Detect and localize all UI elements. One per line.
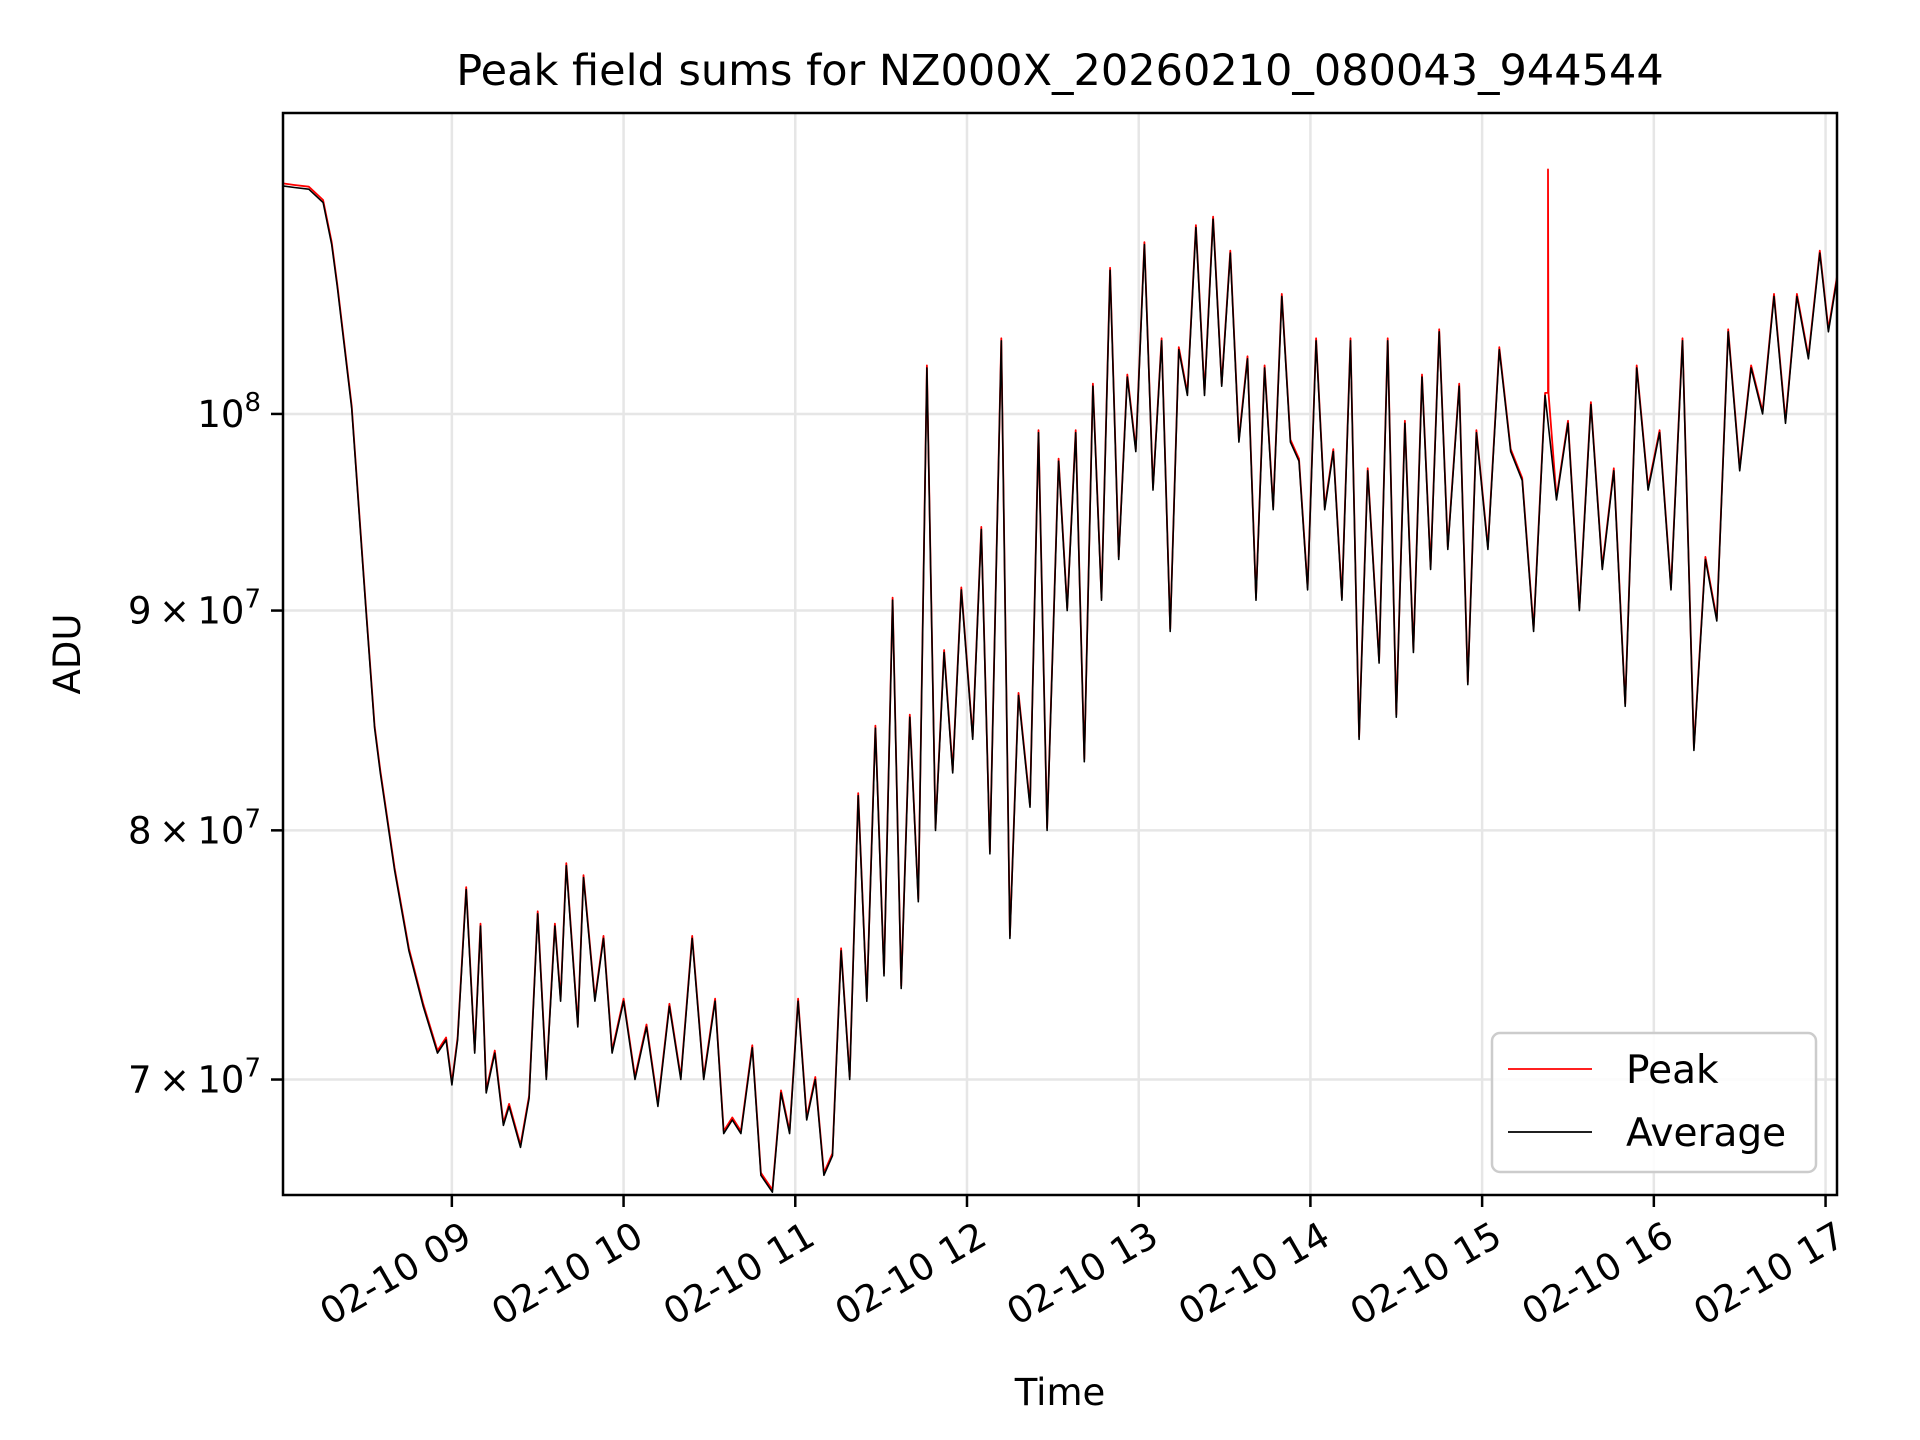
legend-label-peak: Peak: [1626, 1048, 1719, 1093]
legend-label-average: Average: [1626, 1111, 1786, 1156]
chart-title: Peak field sums for NZ000X_20260210_0800…: [456, 46, 1663, 96]
plot-frame: [281, 111, 1839, 1197]
x-axis-label: Time: [1014, 1371, 1106, 1414]
y-tick-label: 8 × 107: [128, 804, 261, 852]
y-tick-label: 7 × 107: [128, 1054, 261, 1102]
y-axis-label: ADU: [46, 614, 89, 695]
y-tick-label: 9 × 107: [128, 585, 261, 633]
series-layer: [282, 168, 1838, 1193]
legend: Peak Average: [1490, 1031, 1818, 1174]
legend-box: [1490, 1031, 1818, 1174]
x-grid: [450, 113, 1827, 1195]
series-line-average: [282, 185, 1838, 1193]
